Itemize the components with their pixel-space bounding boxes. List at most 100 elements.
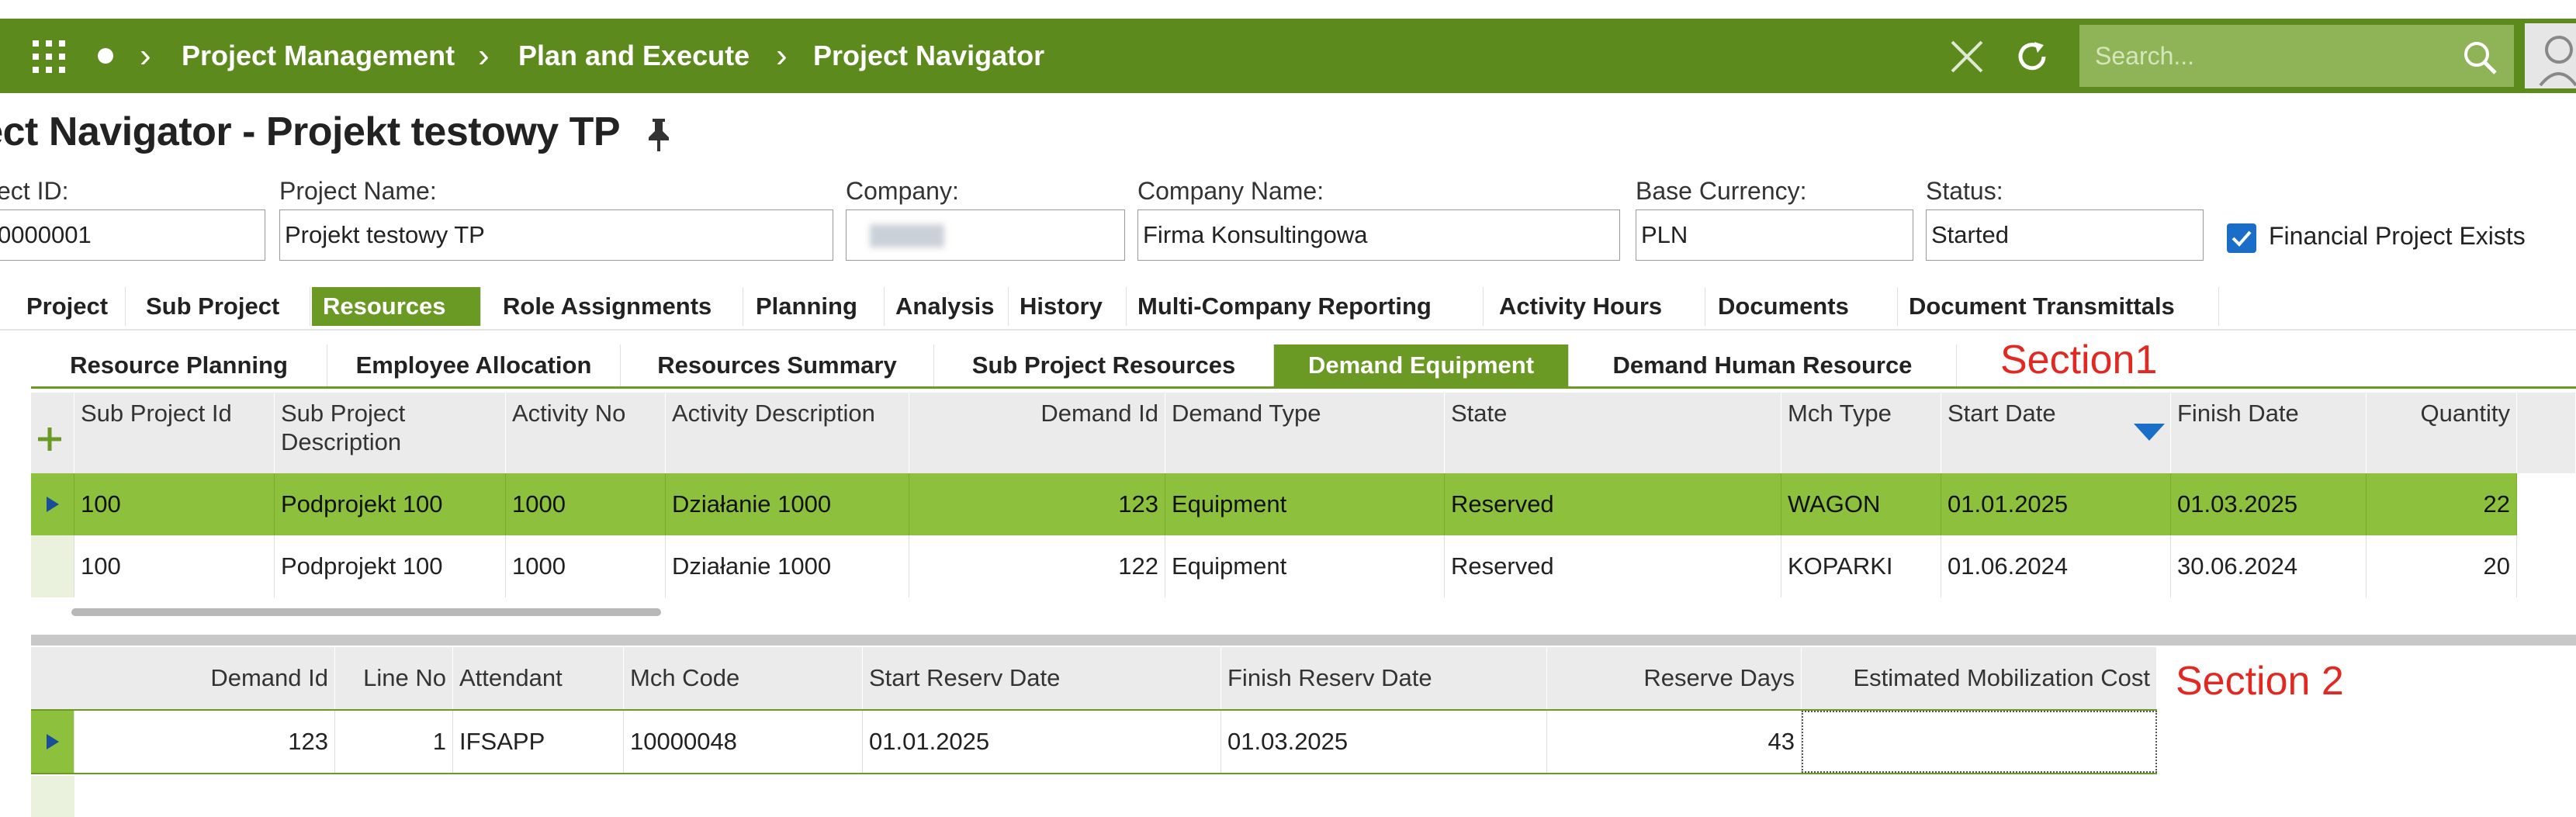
column-header[interactable]: Estimated Mobilization Cost xyxy=(1802,647,2157,709)
apps-grid-icon[interactable] xyxy=(31,39,67,74)
table-cell[interactable]: 123 xyxy=(909,473,1165,535)
table-cell[interactable]: KOPARKI xyxy=(1781,535,1941,597)
column-header[interactable]: Finish Date xyxy=(2171,393,2367,473)
dot-icon[interactable] xyxy=(96,47,115,65)
search-input[interactable] xyxy=(2079,25,2452,87)
add-row-cell xyxy=(31,393,74,473)
column-header[interactable]: Activity Description xyxy=(666,393,909,473)
tab-analysis[interactable]: Analysis xyxy=(885,287,1009,326)
column-header[interactable]: Sub Project Description xyxy=(275,393,506,473)
close-icon[interactable] xyxy=(1949,39,1985,74)
table-cell[interactable]: 123 xyxy=(74,711,335,773)
tab-multi-company-reporting[interactable]: Multi-Company Reporting xyxy=(1127,287,1484,326)
checkmark-icon xyxy=(2231,230,2252,247)
subtab-demand-human-resource[interactable]: Demand Human Resource xyxy=(1569,344,1957,386)
user-avatar[interactable] xyxy=(2525,23,2576,88)
sort-descending-icon[interactable] xyxy=(2134,424,2165,442)
status-field[interactable]: Started xyxy=(1926,209,2204,261)
demand-equipment-grid: Sub Project Id Sub Project Description A… xyxy=(31,393,2576,625)
table-cell[interactable]: 01.01.2025 xyxy=(863,711,1221,773)
table-cell[interactable]: 100 xyxy=(74,473,275,535)
table-cell[interactable]: WAGON xyxy=(1781,473,1941,535)
column-header[interactable]: Start Reserv Date xyxy=(863,647,1221,709)
column-header[interactable]: Demand Id xyxy=(31,647,335,709)
table-cell[interactable]: 20 xyxy=(2367,535,2517,597)
column-header[interactable]: Activity No xyxy=(506,393,666,473)
subtab-employee-allocation[interactable]: Employee Allocation xyxy=(327,344,621,386)
column-header[interactable]: Line No xyxy=(335,647,453,709)
table-cell[interactable]: Reserved xyxy=(1445,535,1781,597)
table-cell[interactable]: Działanie 1000 xyxy=(666,473,909,535)
tab-planning[interactable]: Planning xyxy=(745,287,885,326)
user-icon xyxy=(2539,36,2576,87)
refresh-icon[interactable] xyxy=(2013,37,2051,76)
project-id-field[interactable]: 0000001 xyxy=(0,209,265,261)
table-cell[interactable]: Podprojekt 100 xyxy=(275,535,506,597)
company-name-field[interactable]: Firma Konsultingowa xyxy=(1137,209,1620,261)
column-header[interactable]: Mch Code xyxy=(624,647,863,709)
column-header[interactable]: Reserve Days xyxy=(1547,647,1802,709)
table-cell[interactable]: Reserved xyxy=(1445,473,1781,535)
column-header[interactable]: State xyxy=(1445,393,1781,473)
company-field[interactable] xyxy=(846,209,1125,261)
tab-document-transmittals[interactable]: Document Transmittals xyxy=(1898,287,2219,326)
breadcrumb-project-management[interactable]: Project Management xyxy=(182,40,455,71)
table-cell[interactable]: 1000 xyxy=(506,535,666,597)
table-cell[interactable]: 100 xyxy=(74,535,275,597)
tab-documents[interactable]: Documents xyxy=(1707,287,1898,326)
table-cell[interactable]: 43 xyxy=(1547,711,1802,773)
breadcrumb-plan-and-execute[interactable]: Plan and Execute xyxy=(518,40,750,71)
column-header-sorted[interactable]: Start Date xyxy=(1941,393,2171,473)
table-cell[interactable]: 122 xyxy=(909,535,1165,597)
column-header[interactable]: Attendant xyxy=(453,647,624,709)
subtab-demand-equipment[interactable]: Demand Equipment xyxy=(1274,344,1569,386)
table-cell[interactable]: 01.06.2024 xyxy=(1941,535,2171,597)
subtab-sub-project-resources[interactable]: Sub Project Resources xyxy=(934,344,1274,386)
table-cell[interactable]: 01.03.2025 xyxy=(2171,473,2367,535)
project-name-field[interactable]: Projekt testowy TP xyxy=(279,209,833,261)
table-cell[interactable]: Podprojekt 100 xyxy=(275,473,506,535)
row-selector[interactable] xyxy=(31,473,74,535)
row-selector[interactable] xyxy=(31,711,74,773)
table-cell[interactable]: 1 xyxy=(335,711,453,773)
column-header[interactable]: Demand Id xyxy=(909,393,1165,473)
demand-equipment-details-grid: Demand Id Line No Attendant Mch Code Sta… xyxy=(31,647,2157,817)
section2-annotation: Section 2 xyxy=(2176,659,2344,704)
breadcrumb-separator-icon: › xyxy=(478,36,490,74)
tab-project[interactable]: Project xyxy=(16,287,126,326)
table-row[interactable]: 123 1 IFSAPP 10000048 01.01.2025 01.03.2… xyxy=(31,709,2157,774)
table-cell[interactable]: 10000048 xyxy=(624,711,863,773)
row-selector[interactable] xyxy=(31,535,74,597)
column-header[interactable]: Demand Type xyxy=(1165,393,1445,473)
table-cell[interactable]: 01.03.2025 xyxy=(1221,711,1547,773)
tab-role-assignments[interactable]: Role Assignments xyxy=(492,287,743,326)
table-cell[interactable]: 01.01.2025 xyxy=(1941,473,2171,535)
search-icon[interactable] xyxy=(2461,39,2498,76)
base-currency-field[interactable]: PLN xyxy=(1636,209,1913,261)
financial-project-label: Financial Project Exists xyxy=(2269,222,2526,250)
column-header[interactable]: Quantity xyxy=(2367,393,2517,473)
horizontal-scrollbar[interactable] xyxy=(71,608,661,616)
top-navigation-bar: › Project Management › Plan and Execute … xyxy=(0,19,2576,93)
tab-resources[interactable]: Resources xyxy=(312,287,481,326)
table-cell[interactable]: IFSAPP xyxy=(453,711,624,773)
table-cell[interactable]: 22 xyxy=(2367,473,2517,535)
financial-project-checkbox[interactable] xyxy=(2227,223,2256,253)
add-icon[interactable] xyxy=(36,425,64,453)
subtab-resources-summary[interactable]: Resources Summary xyxy=(621,344,934,386)
table-cell[interactable]: Działanie 1000 xyxy=(666,535,909,597)
table-cell[interactable]: 1000 xyxy=(506,473,666,535)
table-cell[interactable]: Equipment xyxy=(1165,473,1445,535)
mobilization-cost-input[interactable] xyxy=(1802,711,2157,773)
table-cell[interactable]: 30.06.2024 xyxy=(2171,535,2367,597)
subtab-resource-planning[interactable]: Resource Planning xyxy=(31,344,327,386)
tab-history[interactable]: History xyxy=(1009,287,1127,326)
tab-activity-hours[interactable]: Activity Hours xyxy=(1488,287,1705,326)
table-cell[interactable]: Equipment xyxy=(1165,535,1445,597)
column-header[interactable]: Finish Reserv Date xyxy=(1221,647,1547,709)
tab-sub-project[interactable]: Sub Project xyxy=(135,287,310,326)
panel-splitter[interactable] xyxy=(31,635,2576,646)
pin-icon[interactable] xyxy=(646,117,672,152)
column-header[interactable]: Sub Project Id xyxy=(74,393,275,473)
column-header[interactable]: Mch Type xyxy=(1781,393,1941,473)
